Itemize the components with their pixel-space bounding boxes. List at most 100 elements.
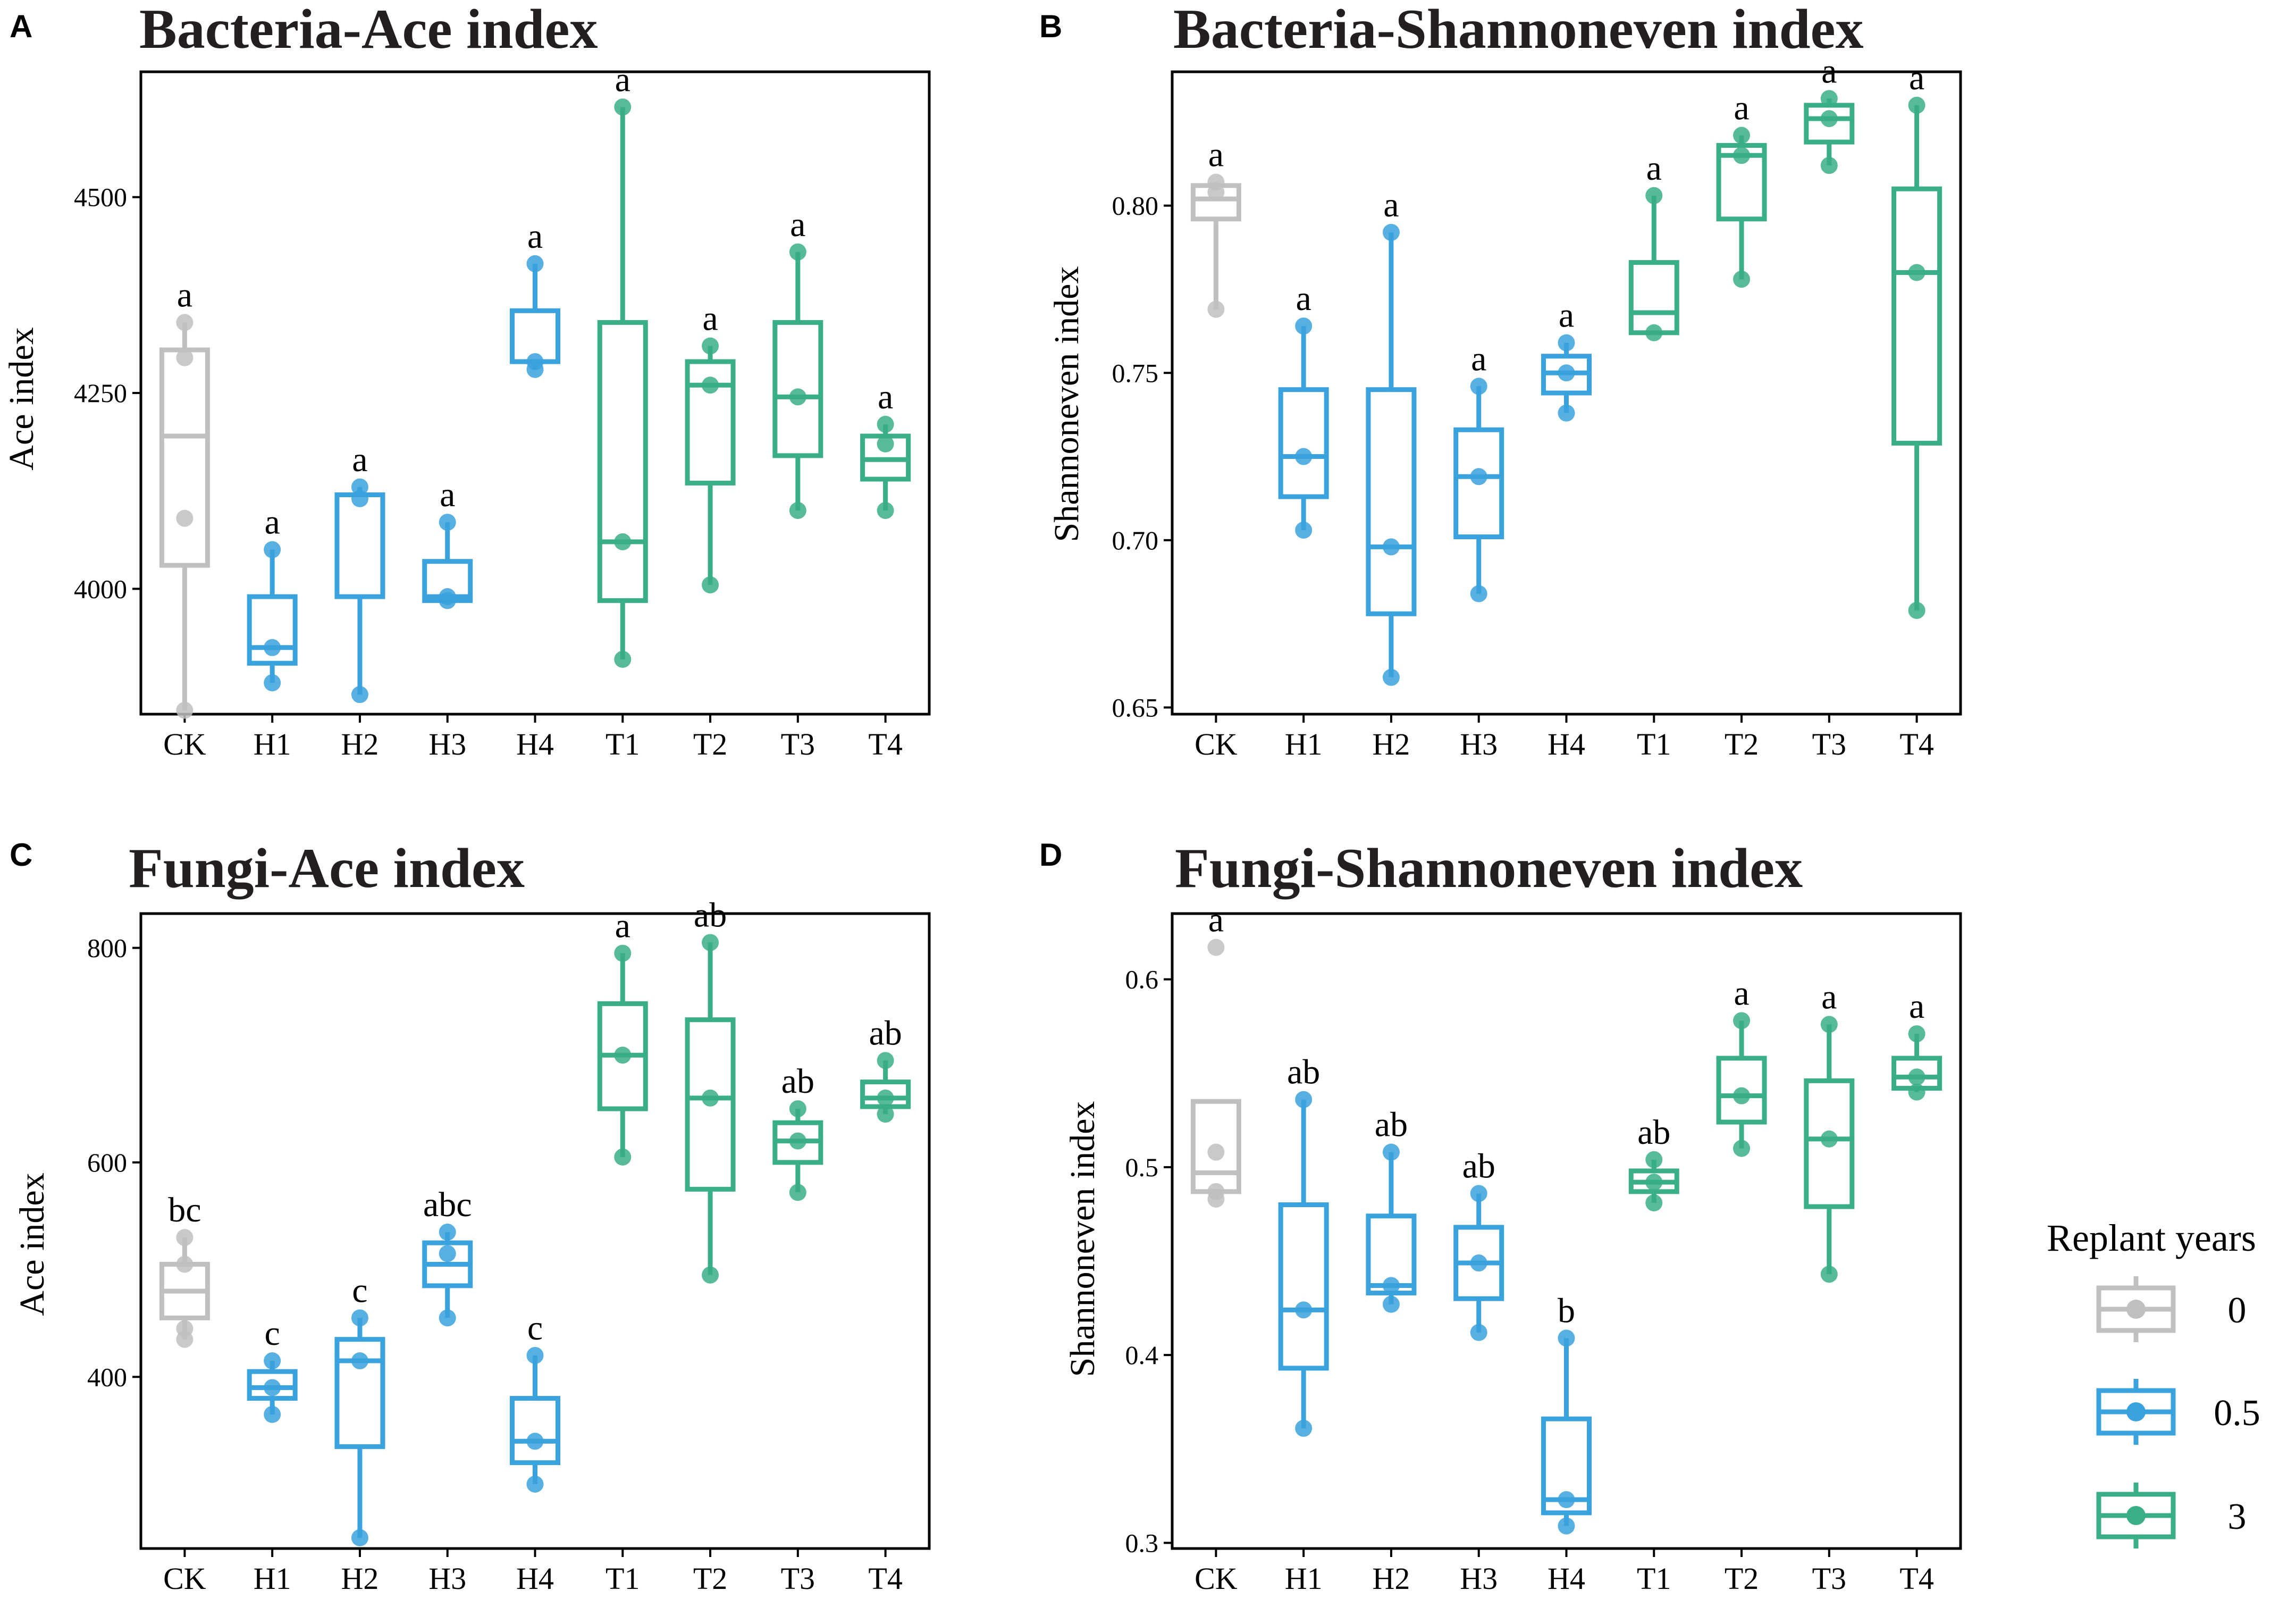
x-tick-label: T1 xyxy=(605,727,640,761)
significance-letter: a xyxy=(1559,296,1574,335)
panel-a: A Bacteria-Ace index Ace index 400042504… xyxy=(2,0,931,761)
x-tick-label: T3 xyxy=(1812,1561,1846,1596)
data-point xyxy=(614,533,632,550)
data-point xyxy=(877,1052,894,1069)
legend-label: 3 xyxy=(2228,1496,2247,1537)
plot-area: 400 600 800 CK H1 H2 H3 H4 T1 T2 T3 T4 bc c c abc c a ab ab… xyxy=(87,895,931,1596)
box-h4: b xyxy=(1541,1291,1592,1535)
data-point xyxy=(1382,668,1400,686)
data-point xyxy=(702,1089,719,1107)
chart-title: Fungi-Ace index xyxy=(129,837,525,899)
legend-label: 0.5 xyxy=(2214,1393,2260,1434)
significance-letter: a xyxy=(1208,901,1224,940)
data-point xyxy=(526,1433,544,1450)
box-ck: a xyxy=(159,275,210,719)
chart-title: Fungi-Shannoneven index xyxy=(1175,837,1803,899)
data-point xyxy=(264,674,281,692)
significance-letter: c xyxy=(352,1271,367,1310)
significance-letter: a xyxy=(440,475,455,514)
data-point xyxy=(1645,324,1663,341)
data-point xyxy=(351,1529,368,1546)
y-tick-label: 0.5 xyxy=(1125,1152,1159,1182)
data-point xyxy=(1820,157,1838,174)
box-t3: a xyxy=(772,205,823,519)
box-h2: ab xyxy=(1366,1106,1417,1313)
x-tick-label: T3 xyxy=(781,727,815,761)
data-point xyxy=(789,1132,806,1150)
data-point xyxy=(877,435,894,453)
box-t4: a xyxy=(860,378,911,519)
data-point xyxy=(702,934,719,951)
x-tick-label: H4 xyxy=(516,1561,554,1596)
significance-letter: c xyxy=(265,1314,280,1353)
data-point xyxy=(1295,1091,1313,1108)
y-tick-label: 4500 xyxy=(74,182,127,212)
box-h2: a xyxy=(334,440,385,704)
data-point xyxy=(1207,1143,1225,1161)
x-tick-label: H2 xyxy=(341,727,379,761)
panel-d: D Fungi-Shannoneven index Shannoneven in… xyxy=(1039,837,1962,1596)
significance-letter: a xyxy=(1821,977,1837,1016)
data-point xyxy=(1470,468,1487,486)
y-axis-label: Ace index xyxy=(2,327,41,470)
data-point xyxy=(702,1266,719,1284)
significance-letter: a xyxy=(1909,58,1924,97)
x-tick-label: T4 xyxy=(868,727,902,761)
data-point xyxy=(1645,1174,1663,1191)
x-tick-label: H3 xyxy=(1460,727,1498,761)
data-point xyxy=(1733,1012,1751,1030)
box-t3: ab xyxy=(772,1062,823,1201)
data-point xyxy=(702,576,719,593)
data-point xyxy=(1908,1025,1925,1043)
significance-letter: a xyxy=(1471,339,1486,378)
box-t2: a xyxy=(1716,974,1767,1157)
data-point xyxy=(614,944,632,962)
data-point xyxy=(1558,364,1575,382)
data-point xyxy=(351,490,368,507)
legend: Replant years 0 0.5 3 xyxy=(2047,1217,2260,1549)
box-h1: c xyxy=(247,1314,298,1423)
data-point xyxy=(1382,1295,1400,1313)
box-ck: a xyxy=(1190,901,1241,1208)
significance-letter: ab xyxy=(781,1062,814,1101)
significance-letter: a xyxy=(790,205,805,244)
box-h2: a xyxy=(1366,186,1417,686)
data-point xyxy=(1733,271,1751,288)
data-point xyxy=(1207,1183,1225,1200)
data-point xyxy=(702,376,719,394)
box-t2: a xyxy=(685,299,736,593)
data-point xyxy=(1470,1185,1487,1202)
y-tick-label: 800 xyxy=(87,933,127,963)
x-tick-label: H3 xyxy=(428,1561,466,1596)
data-point xyxy=(1295,521,1313,539)
data-point xyxy=(1382,538,1400,556)
box-ck: a xyxy=(1190,136,1241,318)
x-tick-label: H1 xyxy=(1285,1561,1323,1596)
plot-area: 0.65 0.70 0.75 0.80 CK H1 H2 H3 H4 T1 T2 T3 T4 a a a a a a… xyxy=(1112,52,1962,761)
y-tick-label: 4000 xyxy=(74,574,127,604)
box-t2: ab xyxy=(685,895,736,1284)
data-point xyxy=(439,1245,456,1262)
data-point xyxy=(789,1100,806,1118)
data-point xyxy=(1558,334,1575,351)
data-point xyxy=(351,1309,368,1327)
box-h1: a xyxy=(247,503,298,692)
y-tick-label: 0.6 xyxy=(1125,965,1159,994)
box-h1: a xyxy=(1278,279,1329,539)
significance-letter: a xyxy=(1734,89,1749,128)
y-tick-label: 0.3 xyxy=(1125,1528,1159,1558)
legend-item: 3 xyxy=(2096,1483,2247,1549)
significance-letter: abc xyxy=(423,1185,472,1224)
data-point xyxy=(1820,1266,1838,1283)
significance-letter: a xyxy=(1296,279,1311,318)
legend-point xyxy=(2126,1506,2146,1525)
data-point xyxy=(526,1475,544,1493)
data-point xyxy=(176,1229,194,1246)
data-point xyxy=(439,514,456,531)
data-point xyxy=(264,639,281,656)
significance-letter: a xyxy=(1208,136,1224,174)
x-tick-label: T3 xyxy=(781,1561,815,1596)
data-point xyxy=(789,501,806,519)
data-point xyxy=(1382,1277,1400,1294)
x-tick-label: H3 xyxy=(1460,1561,1498,1596)
